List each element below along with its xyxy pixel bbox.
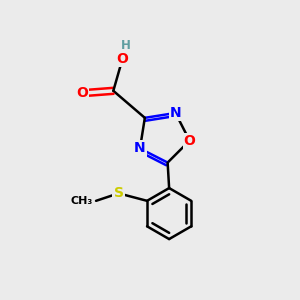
Text: N: N [170, 106, 181, 120]
Text: H: H [120, 39, 130, 52]
Text: O: O [184, 134, 196, 148]
Text: O: O [76, 86, 88, 100]
Text: O: O [116, 52, 128, 66]
Text: CH₃: CH₃ [71, 196, 93, 206]
Text: N: N [134, 142, 146, 155]
Text: S: S [113, 186, 124, 200]
